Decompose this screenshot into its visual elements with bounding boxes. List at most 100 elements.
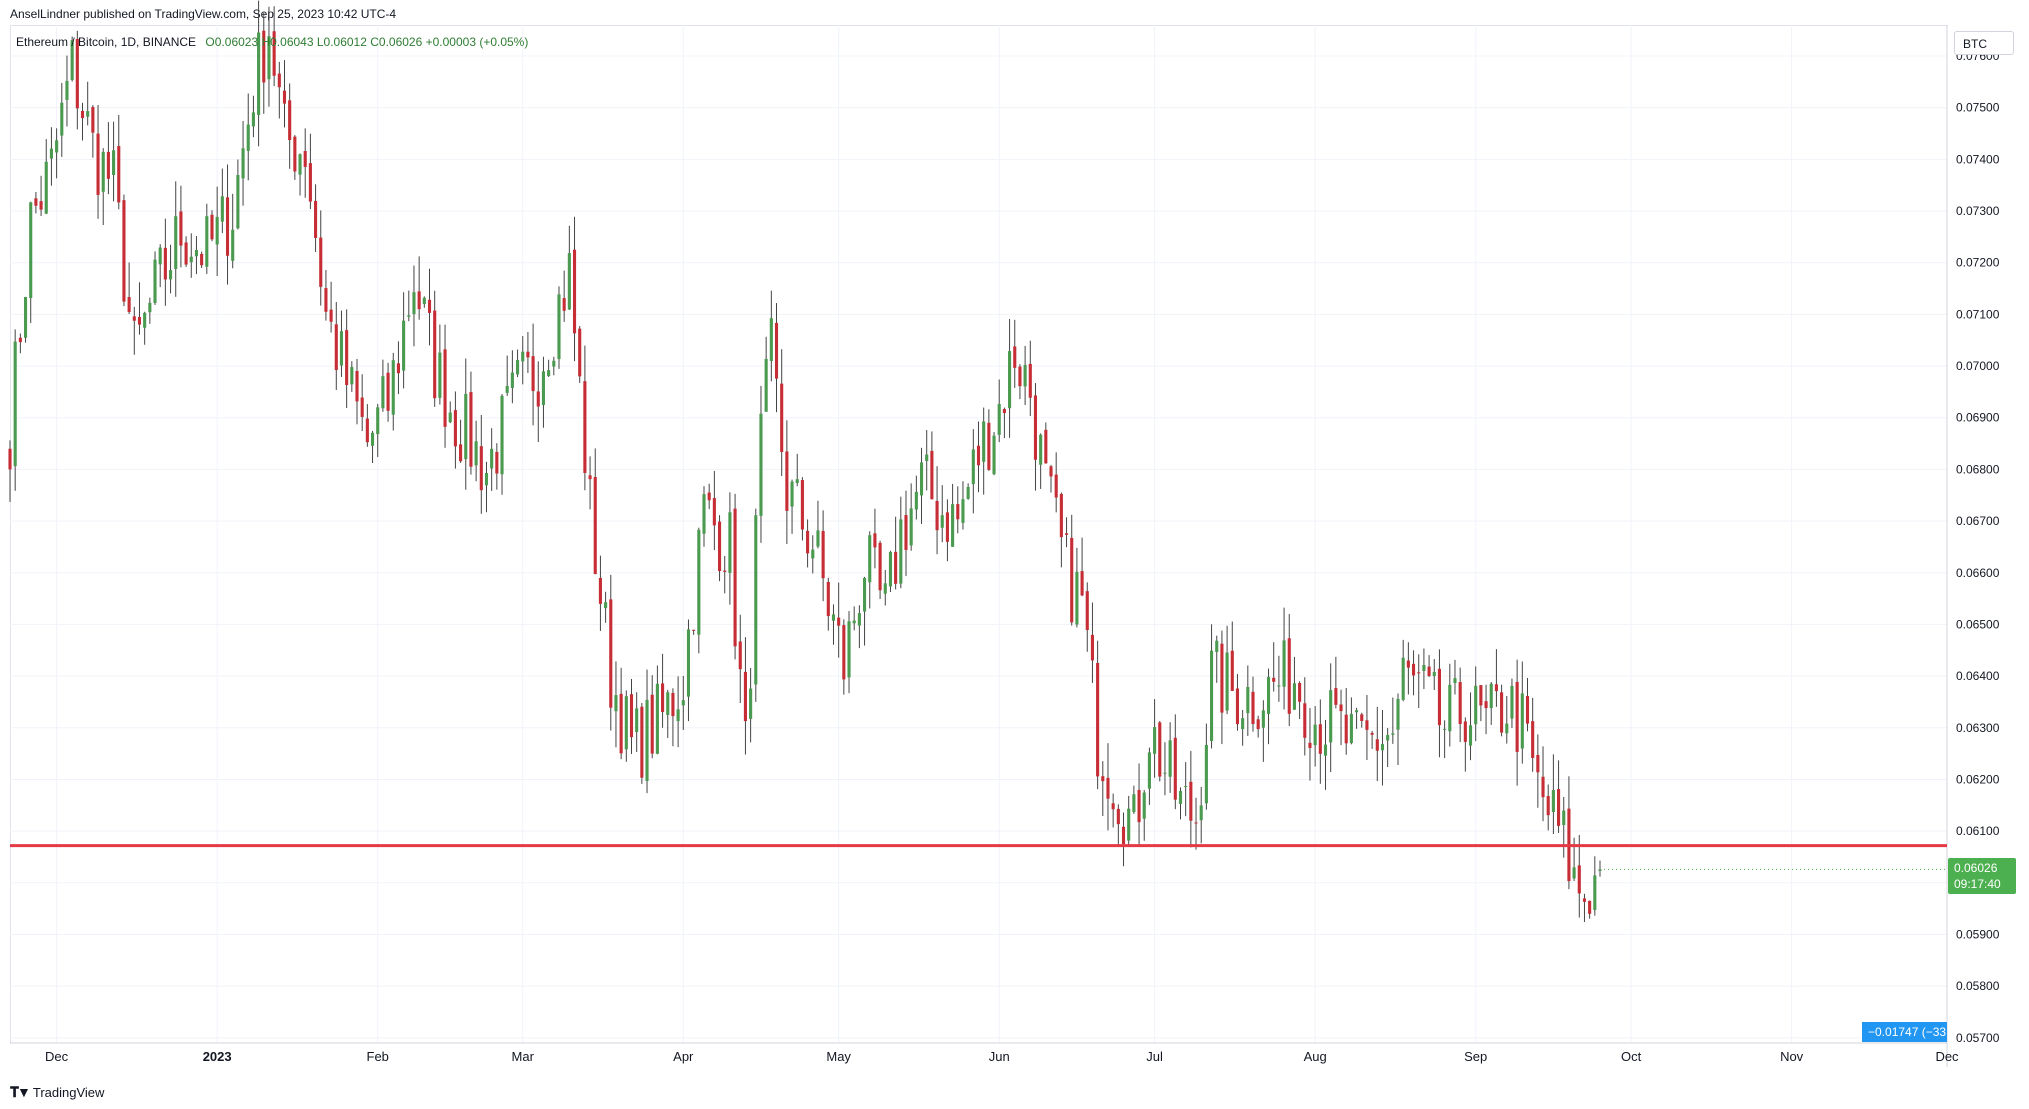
candle-body — [531, 356, 535, 392]
candle-body — [541, 371, 546, 405]
candle-body — [1215, 640, 1219, 652]
candle-body — [65, 80, 69, 100]
candle-body — [987, 422, 991, 470]
candle-body — [1085, 591, 1089, 631]
candle-body — [666, 692, 670, 716]
candle-body — [821, 531, 825, 579]
candle-body — [412, 292, 416, 315]
candle-body — [1541, 776, 1545, 798]
candle-body — [122, 200, 126, 302]
candle-body — [277, 73, 281, 88]
candle-body — [1059, 493, 1063, 538]
candle-body — [1339, 704, 1343, 712]
candle-body — [148, 302, 152, 313]
candle-body — [1458, 682, 1462, 725]
candle-body — [624, 696, 628, 750]
candle-body — [350, 367, 354, 385]
candle-body — [604, 602, 608, 609]
candle-body — [1184, 786, 1188, 788]
candle-body — [391, 360, 395, 415]
candle-body — [552, 360, 556, 367]
candle-body — [1572, 867, 1576, 879]
candle-body — [971, 449, 975, 485]
candle-body — [1406, 660, 1410, 668]
candle-body — [112, 150, 116, 176]
candle-body — [904, 515, 908, 550]
candle-body — [96, 133, 100, 195]
candle-body — [831, 614, 836, 621]
candle-body — [1080, 571, 1084, 596]
candle-body — [1355, 710, 1359, 713]
tradingview-logo[interactable]: 𝐓▼ TradingView — [10, 1084, 104, 1101]
candle-body — [262, 30, 266, 83]
candle-body — [1054, 474, 1058, 498]
candle-body — [1344, 714, 1348, 744]
candle-body — [200, 253, 204, 266]
candle-body — [557, 294, 561, 360]
candle-body — [1318, 724, 1322, 754]
candle-body — [500, 395, 504, 475]
candle-body — [505, 385, 509, 393]
currency-button[interactable]: BTC — [1954, 31, 2014, 55]
y-tick-label: 0.06400 — [1956, 669, 2000, 683]
candle-body — [251, 112, 255, 127]
candle-body — [422, 297, 426, 305]
candle-body — [163, 247, 167, 280]
candle-body — [34, 198, 38, 206]
candle-body — [873, 533, 877, 548]
candle-body — [484, 472, 489, 486]
x-tick-label: Dec — [1935, 1049, 1959, 1064]
candle-body — [925, 454, 929, 461]
candle-body — [837, 617, 841, 626]
x-tick-label: Oct — [1621, 1049, 1642, 1064]
candle-body — [23, 296, 28, 338]
candle-body — [1323, 744, 1328, 756]
candle-body — [370, 432, 375, 446]
candle-body — [381, 376, 385, 409]
candle-body — [857, 613, 861, 626]
candle-body — [453, 410, 457, 447]
candle-body — [1204, 744, 1208, 804]
x-tick-label: Sep — [1464, 1049, 1487, 1064]
candle-body — [184, 242, 188, 265]
candle-body — [479, 446, 483, 491]
x-tick-label: 2023 — [203, 1049, 232, 1064]
candle-body — [1370, 732, 1374, 735]
candle-body — [267, 36, 271, 80]
candle-body — [443, 349, 447, 427]
candle-body — [215, 216, 219, 245]
y-tick-label: 0.05700 — [1956, 1031, 2000, 1045]
candle-body — [334, 324, 338, 371]
candle-body — [1272, 677, 1276, 682]
candle-body — [272, 31, 276, 76]
candle-body — [1101, 776, 1105, 782]
candle-body — [132, 316, 136, 321]
candle-body — [49, 148, 53, 159]
candle-body — [1064, 533, 1069, 535]
candle-body — [1303, 703, 1307, 738]
candle-body — [1329, 690, 1333, 743]
candle-body — [743, 671, 747, 722]
symbol-name[interactable]: Ethereum / Bitcoin, 1D, BINANCE — [16, 35, 197, 49]
candle-body — [168, 270, 173, 280]
candle-body — [396, 363, 400, 374]
candle-body — [70, 40, 74, 80]
candle-body — [619, 693, 623, 754]
candle-body — [1256, 719, 1260, 730]
candle-body — [1116, 808, 1120, 825]
tradingview-icon: 𝐓▼ — [10, 1084, 31, 1100]
y-tick-label: 0.07100 — [1956, 307, 2000, 321]
candle-body — [572, 249, 577, 334]
candle-body — [474, 441, 478, 466]
candle-body — [1437, 668, 1441, 726]
candle-body — [18, 337, 22, 343]
x-tick-label: Mar — [512, 1049, 535, 1064]
candle-body — [728, 512, 732, 573]
candle-body — [158, 247, 162, 265]
candle-body — [547, 370, 551, 376]
candle-body — [516, 360, 520, 375]
y-tick-label: 0.06200 — [1956, 772, 2000, 786]
candle-body — [1520, 693, 1524, 749]
candle-body — [919, 462, 924, 496]
